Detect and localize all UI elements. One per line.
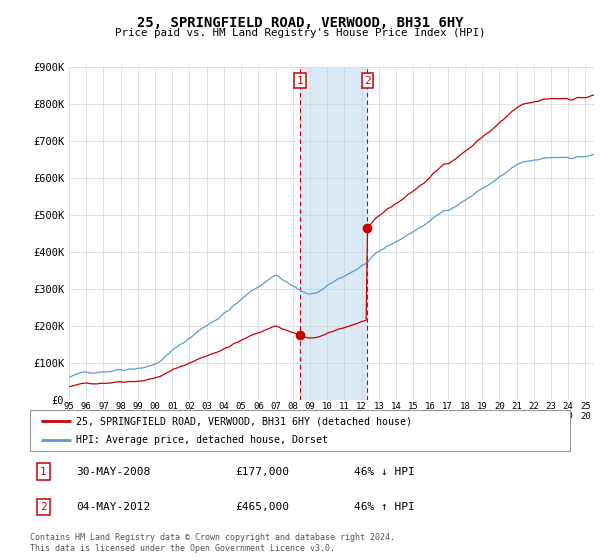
Text: 46% ↑ HPI: 46% ↑ HPI xyxy=(354,502,415,512)
Text: 30-MAY-2008: 30-MAY-2008 xyxy=(76,466,150,477)
Text: 25, SPRINGFIELD ROAD, VERWOOD, BH31 6HY (detached house): 25, SPRINGFIELD ROAD, VERWOOD, BH31 6HY … xyxy=(76,417,412,426)
Text: HPI: Average price, detached house, Dorset: HPI: Average price, detached house, Dors… xyxy=(76,435,328,445)
FancyBboxPatch shape xyxy=(30,410,570,451)
Text: 25, SPRINGFIELD ROAD, VERWOOD, BH31 6HY: 25, SPRINGFIELD ROAD, VERWOOD, BH31 6HY xyxy=(137,16,463,30)
Text: 1: 1 xyxy=(296,76,304,86)
Text: 2: 2 xyxy=(40,502,47,512)
Text: 2: 2 xyxy=(364,76,371,86)
Text: £177,000: £177,000 xyxy=(235,466,289,477)
Bar xyxy=(300,67,367,400)
Text: 1: 1 xyxy=(40,466,47,477)
Text: 46% ↓ HPI: 46% ↓ HPI xyxy=(354,466,415,477)
Text: £465,000: £465,000 xyxy=(235,502,289,512)
Text: Price paid vs. HM Land Registry's House Price Index (HPI): Price paid vs. HM Land Registry's House … xyxy=(115,28,485,38)
Text: 04-MAY-2012: 04-MAY-2012 xyxy=(76,502,150,512)
Text: Contains HM Land Registry data © Crown copyright and database right 2024.
This d: Contains HM Land Registry data © Crown c… xyxy=(30,533,395,553)
